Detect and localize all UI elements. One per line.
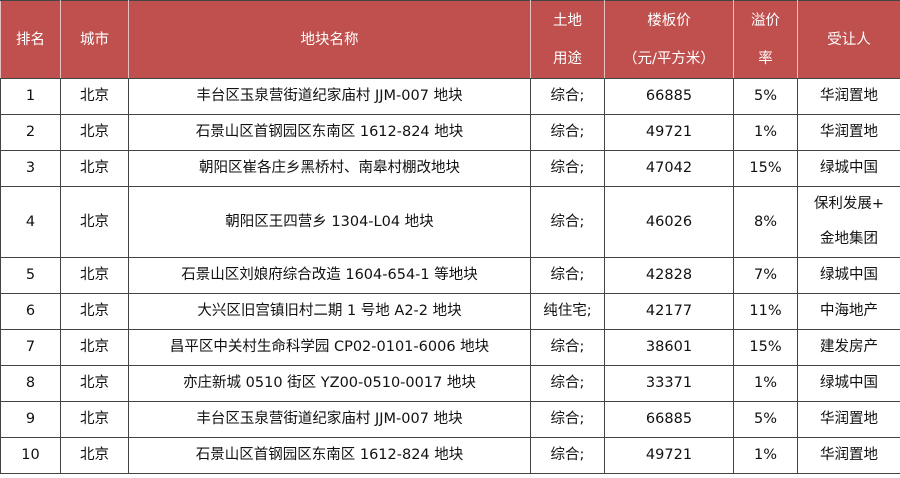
table-cell: 49721	[604, 437, 734, 474]
table-cell: 石景山区首钢园区东南区 1612-824 地块	[128, 437, 531, 474]
table-cell: 华润置地	[797, 401, 900, 438]
table-cell: 北京	[60, 150, 129, 187]
table-cell: 1	[0, 78, 61, 115]
table-cell: 中海地产	[797, 293, 900, 330]
table-cell: 5	[0, 257, 61, 294]
table-cell: 朝阳区崔各庄乡黑桥村、南皋村棚改地块	[128, 150, 531, 187]
header-row: 排名 城市 地块名称 土地 用途 楼板价 （元/平方米） 溢价率受让人	[0, 0, 900, 79]
cell-line: 用途	[553, 50, 582, 67]
cell-line: 金地集团	[820, 231, 878, 247]
table-cell: 华润置地	[797, 437, 900, 474]
table-cell: 朝阳区王四营乡 1304-L04 地块	[128, 186, 531, 258]
table-cell: 5%	[733, 401, 798, 438]
cell-line: （元/平方米）	[623, 50, 715, 67]
header-cell: 城市	[60, 0, 129, 79]
table-cell: 47042	[604, 150, 734, 187]
table-cell: 33371	[604, 365, 734, 402]
table-cell: 42828	[604, 257, 734, 294]
table-cell: 7	[0, 329, 61, 366]
table-cell: 综合;	[530, 150, 605, 187]
table-cell: 北京	[60, 437, 129, 474]
table-cell: 石景山区刘娘府综合改造 1604-654-1 等地块	[128, 257, 531, 294]
header-cell: 受让人	[797, 0, 900, 79]
table-cell: 保利发展+ 金地集团	[797, 186, 900, 258]
table-cell: 综合;	[530, 114, 605, 151]
table-row: 4 北京 朝阳区王四营乡 1304-L04 地块 综合; 46026 8% 保利发展+ 金地集…	[0, 186, 900, 258]
table-cell: 石景山区首钢园区东南区 1612-824 地块	[128, 114, 531, 151]
header-cell: 楼板价 （元/平方米）	[604, 0, 734, 79]
table-cell: 北京	[60, 365, 129, 402]
table-cell: 综合;	[530, 78, 605, 115]
table-cell: 综合;	[530, 401, 605, 438]
table-cell: 华润置地	[797, 78, 900, 115]
table-row: 1 北京 丰台区玉泉营街道纪家庙村 JJM-007 地块 综合; 66885 5% 华润置地	[0, 78, 900, 115]
table-cell: 北京	[60, 186, 129, 258]
table-cell: 11%	[733, 293, 798, 330]
table-cell: 9	[0, 401, 61, 438]
cell-line: 土地	[553, 12, 582, 29]
table-cell: 绿城中国	[797, 365, 900, 402]
table-body: 1 北京 丰台区玉泉营街道纪家庙村 JJM-007 地块 综合; 66885 5% 华润置地…	[0, 78, 900, 474]
table-cell: 北京	[60, 401, 129, 438]
table-cell: 北京	[60, 293, 129, 330]
table-cell: 综合;	[530, 437, 605, 474]
table-cell: 综合;	[530, 329, 605, 366]
table-row: 3 北京 朝阳区崔各庄乡黑桥村、南皋村棚改地块 综合; 47042 15% 绿城中国	[0, 150, 900, 187]
cell-line: 保利发展+	[813, 196, 885, 212]
table-cell: 综合;	[530, 365, 605, 402]
table-cell: 大兴区旧宫镇旧村二期 1 号地 A2-2 地块	[128, 293, 531, 330]
table-row: 6 北京 大兴区旧宫镇旧村二期 1 号地 A2-2 地块 纯住宅; 42177 11% 中海…	[0, 293, 900, 330]
table-cell: 绿城中国	[797, 257, 900, 294]
cell-line: 溢价	[751, 12, 780, 29]
cell-line: 率	[758, 50, 773, 67]
table-cell: 北京	[60, 329, 129, 366]
table-row: 10 北京 石景山区首钢园区东南区 1612-824 地块 综合; 49721 1% 华润置…	[0, 437, 900, 474]
table-cell: 丰台区玉泉营街道纪家庙村 JJM-007 地块	[128, 401, 531, 438]
table-cell: 5%	[733, 78, 798, 115]
table-cell: 66885	[604, 401, 734, 438]
table-cell: 1%	[733, 365, 798, 402]
table-cell: 15%	[733, 329, 798, 366]
table-cell: 49721	[604, 114, 734, 151]
table-cell: 8%	[733, 186, 798, 258]
table-cell: 北京	[60, 114, 129, 151]
cell-line: 楼板价	[647, 12, 691, 29]
table-row: 5 北京 石景山区刘娘府综合改造 1604-654-1 等地块 综合; 42828 7% 绿…	[0, 257, 900, 294]
table-cell: 建发房产	[797, 329, 900, 366]
table-cell: 46026	[604, 186, 734, 258]
table-cell: 绿城中国	[797, 150, 900, 187]
header-cell: 土地 用途	[530, 0, 605, 79]
table-cell: 66885	[604, 78, 734, 115]
table-cell: 38601	[604, 329, 734, 366]
table-cell: 北京	[60, 257, 129, 294]
table-cell: 6	[0, 293, 61, 330]
table-cell: 7%	[733, 257, 798, 294]
table-cell: 丰台区玉泉营街道纪家庙村 JJM-007 地块	[128, 78, 531, 115]
table-cell: 华润置地	[797, 114, 900, 151]
table-cell: 北京	[60, 78, 129, 115]
table-row: 2 北京 石景山区首钢园区东南区 1612-824 地块 综合; 49721 1% 华润置地	[0, 114, 900, 151]
table-cell: 10	[0, 437, 61, 474]
table-cell: 昌平区中关村生命科学园 CP02-0101-6006 地块	[128, 329, 531, 366]
table-cell: 3	[0, 150, 61, 187]
table-cell: 综合;	[530, 257, 605, 294]
header-cell: 溢价率	[733, 0, 798, 79]
header-cell: 地块名称	[128, 0, 531, 79]
table-cell: 8	[0, 365, 61, 402]
table-cell: 1%	[733, 114, 798, 151]
table-cell: 2	[0, 114, 61, 151]
table-row: 8 北京 亦庄新城 0510 街区 YZ00-0510-0017 地块 综合; 3337…	[0, 365, 900, 402]
table-cell: 42177	[604, 293, 734, 330]
table-row: 9 北京 丰台区玉泉营街道纪家庙村 JJM-007 地块 综合; 66885 5% 华润置地	[0, 401, 900, 438]
table-cell: 1%	[733, 437, 798, 474]
table-cell: 亦庄新城 0510 街区 YZ00-0510-0017 地块	[128, 365, 531, 402]
header-cell: 排名	[0, 0, 61, 79]
table-cell: 综合;	[530, 186, 605, 258]
table-cell: 4	[0, 186, 61, 258]
table-cell: 纯住宅;	[530, 293, 605, 330]
table-row: 7 北京 昌平区中关村生命科学园 CP02-0101-6006 地块 综合; 38601…	[0, 329, 900, 366]
table-cell: 15%	[733, 150, 798, 187]
table-header: 排名 城市 地块名称 土地 用途 楼板价 （元/平方米） 溢价率受让人	[0, 0, 900, 79]
